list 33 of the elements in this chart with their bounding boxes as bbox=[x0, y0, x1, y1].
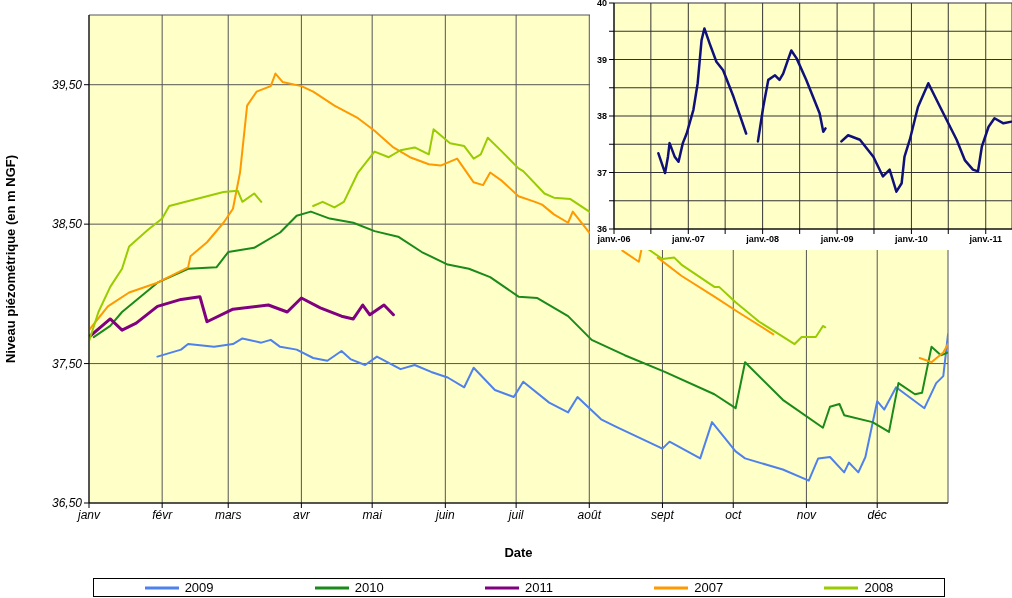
y-tick-label: 38,50 bbox=[51, 217, 83, 232]
x-tick-label: sept bbox=[651, 507, 675, 522]
x-tick-label: janv.-07 bbox=[670, 234, 705, 245]
legend-label: 2007 bbox=[694, 580, 724, 595]
x-tick-label: janv.-08 bbox=[745, 234, 780, 245]
x-tick-label: févr bbox=[152, 507, 174, 522]
y-tick-label: 36 bbox=[596, 224, 607, 235]
x-tick-label: oct bbox=[725, 507, 742, 522]
x-tick-label: janv.-06 bbox=[596, 234, 631, 245]
x-tick-label: janv.-11 bbox=[968, 234, 1002, 245]
x-axis-title: Date bbox=[504, 545, 533, 560]
legend-label: 2011 bbox=[525, 580, 553, 595]
x-tick-label: janv.-09 bbox=[819, 234, 854, 245]
x-tick-label: déc bbox=[867, 507, 887, 522]
y-tick-label: 38 bbox=[596, 111, 607, 122]
y-tick-label: 37 bbox=[596, 167, 607, 178]
y-tick-label: 40 bbox=[596, 0, 607, 9]
x-tick-label: avr bbox=[293, 507, 311, 522]
x-tick-label: juil bbox=[506, 507, 524, 522]
y-tick-label: 37,50 bbox=[51, 356, 83, 371]
x-tick-label: janv.-10 bbox=[894, 234, 928, 245]
legend-label: 2009 bbox=[184, 580, 214, 595]
x-tick-label: août bbox=[577, 507, 602, 522]
y-axis-title: Niveau piézométrique (en m NGF) bbox=[2, 154, 18, 364]
x-tick-label: mai bbox=[362, 507, 383, 522]
x-tick-label: juin bbox=[434, 507, 456, 522]
legend-label: 2008 bbox=[864, 580, 894, 595]
legend-label: 2010 bbox=[354, 580, 384, 595]
line-series bbox=[89, 295, 395, 339]
x-tick-label: nov bbox=[796, 507, 818, 522]
y-tick-label: 39,50 bbox=[51, 77, 83, 92]
x-tick-label: mars bbox=[214, 507, 242, 522]
y-tick-label: 39 bbox=[596, 54, 607, 65]
